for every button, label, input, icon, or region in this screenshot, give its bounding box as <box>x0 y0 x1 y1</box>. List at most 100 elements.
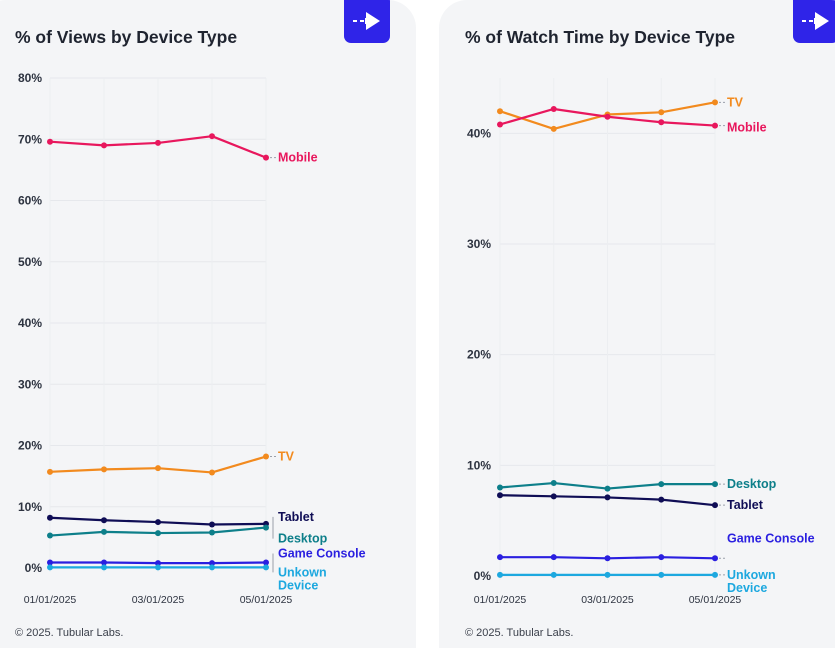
data-point-unkown-device <box>497 571 503 578</box>
data-point-tablet <box>497 492 503 499</box>
data-point-game-console <box>47 559 53 566</box>
series-label-line: Desktop <box>278 532 328 546</box>
views-chart-panel: % of Views by Device Type 80% 70% 60% 50% 40… <box>0 0 416 648</box>
series-label-line: Device <box>727 581 767 595</box>
data-point-mobile <box>209 133 215 140</box>
series-label-line: Mobile <box>278 151 318 165</box>
series-label-line: Unkown <box>727 568 776 582</box>
data-point-game-console <box>209 560 215 567</box>
data-point-mobile <box>47 138 53 145</box>
data-point-mobile <box>155 139 161 146</box>
data-point-tablet <box>658 496 665 503</box>
data-point-mobile <box>550 105 557 112</box>
data-point-tablet <box>550 493 557 500</box>
data-point-mobile <box>497 121 503 128</box>
y-tick-label: 30% <box>467 237 491 251</box>
watch-time-chart-panel: % of Watch Time by Device Type 40% 30% 20%… <box>439 0 835 648</box>
series-label-mobile: Mobile <box>727 121 767 135</box>
x-tick-label: 05/01/2025 <box>689 594 742 606</box>
data-point-unkown-device <box>101 564 107 571</box>
data-point-mobile <box>658 119 665 126</box>
brand-logo-icon[interactable] <box>793 0 835 43</box>
data-point-desktop <box>550 480 557 487</box>
series-label-tv: TV <box>727 95 744 109</box>
data-point-unkown-device <box>155 564 161 571</box>
series-label-game-console: Game Console <box>278 546 366 560</box>
data-point-desktop <box>604 485 611 492</box>
data-point-tv <box>712 99 718 106</box>
y-tick-label: 30% <box>18 377 42 391</box>
y-tick-label: 20% <box>467 348 491 362</box>
y-tick-label: 80% <box>18 71 42 85</box>
y-tick-label: 50% <box>18 255 42 269</box>
data-point-game-console <box>604 555 611 562</box>
data-point-tv <box>47 468 53 475</box>
data-point-mobile <box>712 122 718 129</box>
series-label-unkown-device: Unkown Device <box>278 565 327 592</box>
data-point-game-console <box>155 560 161 567</box>
series-label-line: TV <box>727 95 744 109</box>
series-label-line: Device <box>278 578 318 592</box>
chart-title: % of Views by Device Type <box>15 27 238 47</box>
data-point-unkown-device <box>604 571 611 578</box>
data-point-desktop <box>209 529 215 536</box>
data-point-unkown-device <box>47 564 53 571</box>
data-point-tv <box>101 466 107 473</box>
data-point-desktop <box>497 484 503 491</box>
data-point-tv <box>263 453 269 460</box>
x-tick-label: 03/01/2025 <box>581 594 634 606</box>
series-label-line: Tablet <box>727 498 764 512</box>
y-tick-label: 0% <box>25 561 43 575</box>
data-point-desktop <box>712 481 718 488</box>
data-point-game-console <box>712 555 718 562</box>
series-label-desktop: Desktop <box>727 477 777 491</box>
data-point-tablet <box>209 521 215 528</box>
y-tick-label: 70% <box>18 132 42 146</box>
views-line-chart: 80% 70% 60% 50% 40% 30% 20% 10% 0% 01/01/2025 03/0… <box>18 71 366 606</box>
series-label-line: Mobile <box>727 121 767 135</box>
data-point-unkown-device <box>550 571 557 578</box>
data-point-game-console <box>263 559 269 566</box>
data-point-game-console <box>497 554 503 561</box>
series-label-desktop: Desktop <box>278 532 328 546</box>
y-tick-label: 10% <box>18 500 42 514</box>
data-point-unkown-device <box>209 564 215 571</box>
y-tick-label: 0% <box>474 569 492 583</box>
data-point-tv <box>550 125 557 132</box>
copyright-footer: © 2025. Tubular Labs. <box>465 627 574 639</box>
y-tick-label: 40% <box>467 126 491 140</box>
data-point-tv <box>658 109 665 116</box>
data-point-desktop <box>101 528 107 535</box>
series-label-tablet: Tablet <box>278 510 315 524</box>
data-point-game-console <box>550 554 557 561</box>
series-label-mobile: Mobile <box>278 151 318 165</box>
y-tick-label: 60% <box>18 194 42 208</box>
series-label-game-console: Game Console <box>727 531 815 545</box>
x-tick-label: 03/01/2025 <box>132 594 185 606</box>
data-point-tablet <box>47 514 53 521</box>
series-label-line: TV <box>278 450 295 464</box>
data-point-mobile <box>604 113 611 120</box>
series-label-unkown-device: Unkown Device <box>727 568 776 595</box>
data-point-desktop <box>658 481 665 488</box>
y-tick-label: 40% <box>18 316 42 330</box>
data-point-tablet <box>155 519 161 526</box>
data-point-tablet <box>604 494 611 501</box>
brand-logo-icon[interactable] <box>344 0 390 43</box>
series-label-line: Game Console <box>278 546 366 560</box>
data-point-desktop <box>47 532 53 539</box>
data-point-unkown-device <box>263 564 269 571</box>
data-point-tablet <box>712 502 718 509</box>
y-tick-label: 10% <box>467 458 491 472</box>
y-tick-label: 20% <box>18 439 42 453</box>
series-label-line: Desktop <box>727 477 777 491</box>
data-point-tablet <box>101 517 107 524</box>
x-tick-label: 01/01/2025 <box>24 594 77 606</box>
data-point-tv <box>209 469 215 476</box>
data-point-unkown-device <box>712 571 718 578</box>
series-label-line: Tablet <box>278 510 315 524</box>
data-point-game-console <box>658 554 665 561</box>
data-point-unkown-device <box>658 571 665 578</box>
data-point-mobile <box>263 154 269 161</box>
copyright-footer: © 2025. Tubular Labs. <box>15 627 124 639</box>
